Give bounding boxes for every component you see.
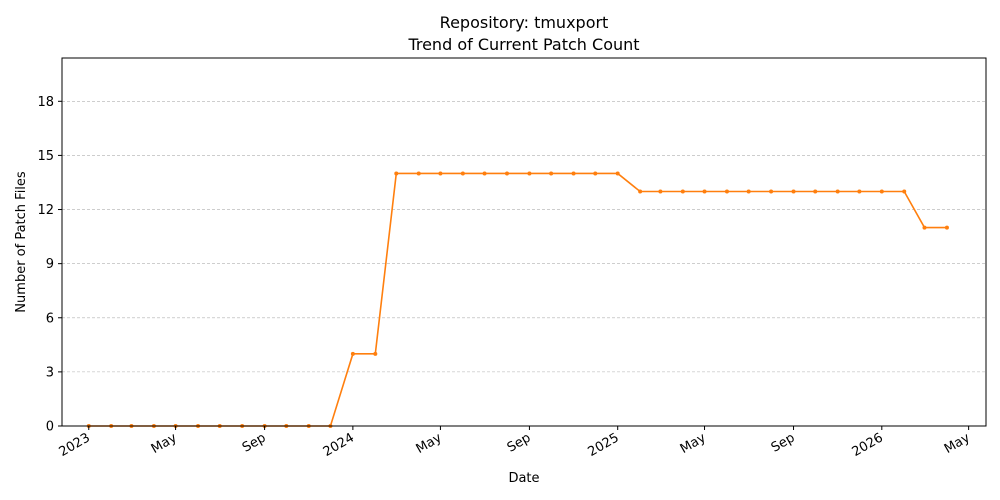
data-point [593,171,598,176]
y-tick-label: 3 [46,365,54,380]
data-point [394,171,399,176]
y-tick-label: 12 [37,203,54,218]
data-point [658,189,663,194]
x-axis-label: Date [508,471,539,486]
x-tick-label: 2024 [321,430,357,460]
x-tick-label: Sep [769,430,798,455]
y-tick-label: 18 [37,95,54,110]
x-axis: 2023 May Sep 2024 May Sep 2025 May Sep 2026 May [57,426,973,460]
data-point [460,171,465,176]
data-point [527,171,532,176]
data-point [504,171,509,176]
chart-title-line1: Repository: tmuxport [440,13,609,32]
data-point [879,189,884,194]
data-point [438,171,443,176]
series-line-group [86,171,949,428]
data-point [724,189,729,194]
chart-title-line2: Trend of Current Patch Count [407,35,639,54]
data-point [746,189,751,194]
data-point [373,351,378,356]
data-point [902,189,907,194]
x-tick-label: 2023 [57,430,93,460]
y-tick-label: 9 [46,257,54,272]
y-tick-label: 0 [46,420,54,435]
y-axis: 0 3 6 9 12 15 18 [37,95,62,435]
data-point [350,351,355,356]
plot-frame [61,57,987,427]
data-point [549,171,554,176]
data-point [615,171,620,176]
data-point [571,171,576,176]
x-tick-label: 2026 [850,430,886,460]
data-point [769,189,774,194]
data-point [813,189,818,194]
data-point [416,171,421,176]
x-tick-label: May [414,430,445,457]
x-tick-label: Sep [240,430,269,455]
data-point [922,225,927,230]
data-point [791,189,796,194]
data-point [680,189,685,194]
y-tick-label: 6 [46,311,54,326]
x-tick-label: 2025 [586,430,622,460]
y-gridlines [62,100,986,373]
series-line [88,172,947,427]
y-axis-label: Number of Patch Files [14,171,29,313]
data-point [482,171,487,176]
x-tick-label: Sep [505,430,534,455]
data-point [944,225,949,230]
data-point [857,189,862,194]
y-tick-label: 15 [37,149,54,164]
x-tick-label: May [678,430,709,457]
x-tick-label: May [149,430,180,457]
data-point [835,189,840,194]
data-point [638,189,643,194]
x-tick-label: May [942,430,973,457]
data-point [702,189,707,194]
